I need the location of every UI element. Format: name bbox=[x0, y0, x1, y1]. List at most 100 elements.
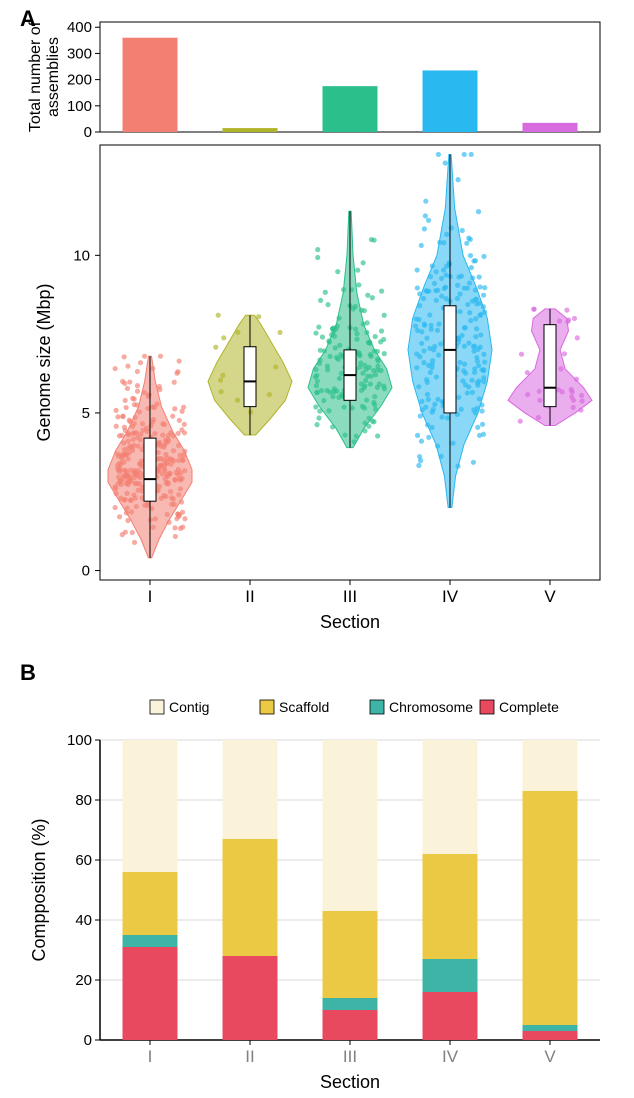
jitter-point bbox=[417, 354, 422, 359]
legend-swatch bbox=[370, 700, 384, 714]
jitter-point bbox=[174, 516, 179, 521]
jitter-point bbox=[267, 392, 272, 397]
stacked-segment bbox=[123, 935, 178, 947]
jitter-point bbox=[475, 380, 480, 385]
jitter-point bbox=[336, 395, 341, 400]
jitter-point bbox=[171, 496, 176, 501]
jitter-point bbox=[125, 364, 130, 369]
jitter-point bbox=[127, 418, 132, 423]
jitter-point bbox=[481, 368, 486, 373]
jitter-point bbox=[370, 295, 375, 300]
jitter-point bbox=[157, 484, 162, 489]
jitter-point bbox=[462, 344, 467, 349]
jitter-point bbox=[316, 415, 321, 420]
jitter-point bbox=[362, 308, 367, 313]
jitter-point bbox=[464, 241, 469, 246]
jitter-point bbox=[354, 331, 359, 336]
jitter-point bbox=[171, 433, 176, 438]
jitter-point bbox=[113, 505, 118, 510]
jitter-point bbox=[419, 399, 424, 404]
jitter-point bbox=[531, 307, 536, 312]
jitter-point bbox=[418, 458, 423, 463]
jitter-point bbox=[479, 408, 484, 413]
jitter-point bbox=[474, 326, 479, 331]
jitter-point bbox=[176, 431, 181, 436]
jitter-point bbox=[335, 269, 340, 274]
svg-text:0: 0 bbox=[84, 124, 92, 141]
jitter-point bbox=[142, 390, 147, 395]
jitter-point bbox=[152, 431, 157, 436]
jitter-point bbox=[314, 390, 319, 395]
jitter-point bbox=[120, 414, 125, 419]
jitter-point bbox=[129, 445, 134, 450]
jitter-point bbox=[474, 301, 479, 306]
jitter-point bbox=[477, 274, 482, 279]
jitter-point bbox=[473, 316, 478, 321]
jitter-point bbox=[317, 409, 322, 414]
jitter-point bbox=[116, 454, 121, 459]
jitter-point bbox=[379, 328, 384, 333]
jitter-point bbox=[365, 320, 370, 325]
jitter-point bbox=[422, 226, 427, 231]
stacked-segment bbox=[223, 740, 278, 839]
jitter-point bbox=[356, 282, 361, 287]
jitter-point bbox=[368, 381, 373, 386]
jitter-point bbox=[162, 463, 167, 468]
jitter-point bbox=[468, 318, 473, 323]
jitter-point bbox=[181, 405, 186, 410]
violin-ylabel: Genome size (Mbp) bbox=[34, 283, 54, 441]
stacked-ylabel: Compposition (%) bbox=[29, 818, 49, 961]
jitter-point bbox=[123, 398, 128, 403]
jitter-point bbox=[332, 334, 337, 339]
jitter-point bbox=[367, 340, 372, 345]
jitter-point bbox=[473, 410, 478, 415]
jitter-point bbox=[450, 441, 455, 446]
figure-svg: 0100200300400Total number ofassemblies05… bbox=[0, 0, 634, 1098]
jitter-point bbox=[125, 518, 130, 523]
jitter-point bbox=[148, 517, 153, 522]
jitter-point bbox=[325, 302, 330, 307]
stacked-xtick: III bbox=[343, 1047, 357, 1066]
jitter-point bbox=[314, 383, 319, 388]
jitter-point bbox=[419, 243, 424, 248]
jitter-point bbox=[125, 386, 130, 391]
jitter-point bbox=[330, 326, 335, 331]
jitter-point bbox=[480, 422, 485, 427]
jitter-point bbox=[132, 421, 137, 426]
jitter-point bbox=[381, 337, 386, 342]
jitter-point bbox=[423, 213, 428, 218]
jitter-point bbox=[163, 452, 168, 457]
jitter-point bbox=[436, 152, 441, 157]
jitter-point bbox=[313, 330, 318, 335]
jitter-point bbox=[413, 323, 418, 328]
jitter-point bbox=[438, 341, 443, 346]
stacked-segment bbox=[423, 959, 478, 992]
jitter-point bbox=[416, 463, 421, 468]
jitter-point bbox=[468, 253, 473, 258]
jitter-point bbox=[419, 329, 424, 334]
jitter-point bbox=[471, 258, 476, 263]
jitter-point bbox=[472, 370, 477, 375]
jitter-point bbox=[579, 398, 584, 403]
jitter-point bbox=[158, 354, 163, 359]
jitter-point bbox=[125, 491, 130, 496]
jitter-point bbox=[320, 334, 325, 339]
stacked-segment bbox=[423, 854, 478, 959]
jitter-point bbox=[473, 334, 478, 339]
jitter-point bbox=[421, 348, 426, 353]
jitter-point bbox=[465, 390, 470, 395]
jitter-point bbox=[135, 389, 140, 394]
jitter-point bbox=[341, 404, 346, 409]
violin-xtick: III bbox=[343, 587, 357, 606]
jitter-point bbox=[427, 312, 432, 317]
jitter-point bbox=[178, 486, 183, 491]
jitter-point bbox=[322, 348, 327, 353]
jitter-point bbox=[430, 358, 435, 363]
jitter-point bbox=[357, 364, 362, 369]
jitter-point bbox=[351, 306, 356, 311]
stacked-xtick: II bbox=[245, 1047, 254, 1066]
jitter-point bbox=[481, 379, 486, 384]
jitter-point bbox=[455, 283, 460, 288]
jitter-point bbox=[354, 434, 359, 439]
jitter-point bbox=[113, 366, 118, 371]
